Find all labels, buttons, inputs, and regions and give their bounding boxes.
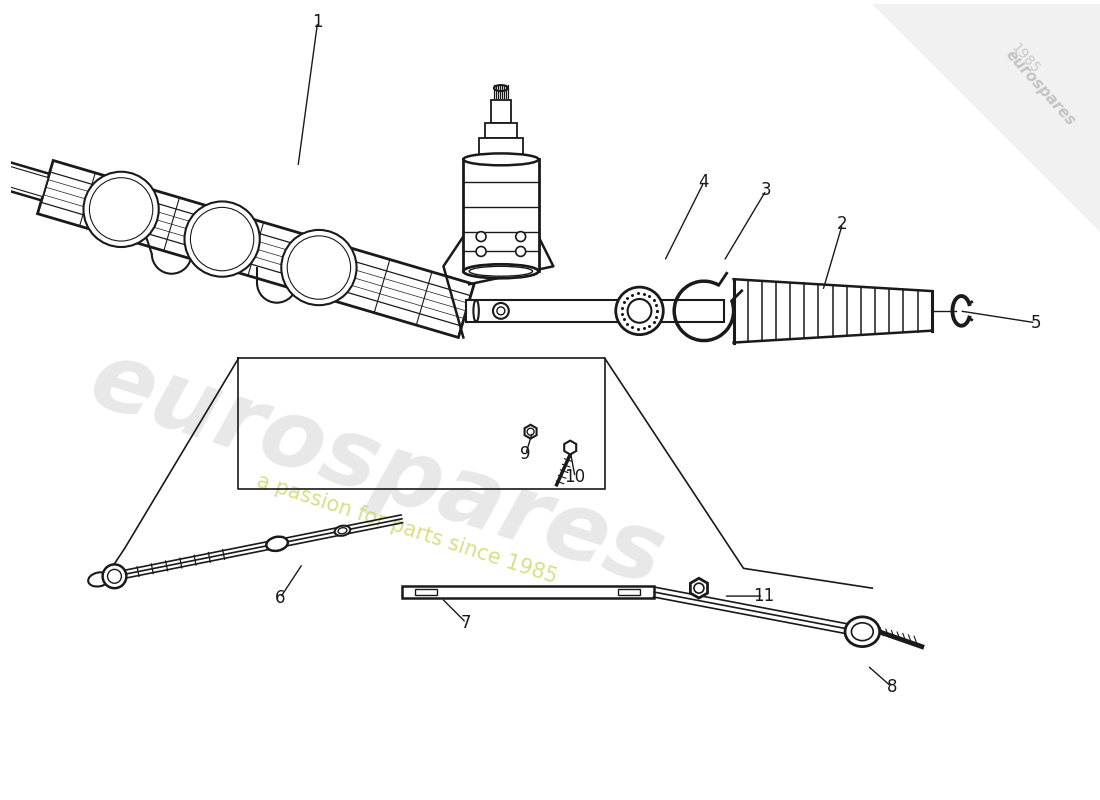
- Circle shape: [282, 230, 356, 305]
- Bar: [485, 122, 517, 138]
- Ellipse shape: [473, 300, 478, 322]
- Polygon shape: [525, 425, 537, 438]
- Circle shape: [108, 570, 121, 583]
- Polygon shape: [402, 586, 654, 598]
- Circle shape: [616, 287, 663, 334]
- Text: 7: 7: [461, 614, 472, 632]
- Circle shape: [527, 428, 535, 435]
- Ellipse shape: [497, 307, 505, 315]
- Polygon shape: [0, 156, 50, 200]
- Bar: [463, 159, 539, 271]
- Text: 6: 6: [275, 589, 285, 607]
- Text: 3: 3: [761, 181, 771, 199]
- Bar: [415, 589, 437, 595]
- Text: 5: 5: [1031, 314, 1041, 332]
- Text: 2: 2: [837, 214, 848, 233]
- Polygon shape: [37, 161, 474, 338]
- Polygon shape: [872, 4, 1100, 232]
- Text: 1: 1: [312, 13, 323, 30]
- Circle shape: [190, 207, 254, 270]
- Circle shape: [516, 232, 526, 242]
- Circle shape: [102, 565, 126, 588]
- Circle shape: [89, 178, 153, 241]
- Text: 1985: 1985: [1009, 41, 1043, 76]
- Circle shape: [476, 246, 486, 257]
- Circle shape: [516, 246, 526, 257]
- Ellipse shape: [338, 528, 346, 534]
- Circle shape: [694, 583, 704, 593]
- Ellipse shape: [266, 537, 288, 551]
- Ellipse shape: [493, 303, 509, 318]
- Polygon shape: [564, 441, 576, 454]
- Circle shape: [628, 299, 651, 322]
- Text: 11: 11: [752, 587, 774, 605]
- Bar: [491, 100, 510, 122]
- Polygon shape: [466, 300, 724, 322]
- Circle shape: [185, 202, 260, 277]
- Circle shape: [287, 236, 351, 299]
- Ellipse shape: [470, 266, 532, 276]
- Text: eurospares: eurospares: [1003, 47, 1078, 129]
- Text: eurospares: eurospares: [79, 334, 675, 606]
- Polygon shape: [0, 159, 48, 197]
- Text: 4: 4: [698, 173, 710, 191]
- Polygon shape: [691, 578, 707, 598]
- Bar: [480, 138, 522, 158]
- Circle shape: [84, 172, 158, 247]
- Ellipse shape: [88, 572, 110, 586]
- Text: 8: 8: [887, 678, 898, 696]
- Circle shape: [476, 232, 486, 242]
- Text: 9: 9: [520, 446, 531, 463]
- Ellipse shape: [845, 617, 880, 646]
- Text: 10: 10: [564, 468, 585, 486]
- Text: a passion for parts since 1985: a passion for parts since 1985: [254, 470, 560, 587]
- Ellipse shape: [334, 526, 350, 536]
- Ellipse shape: [463, 154, 539, 166]
- Ellipse shape: [494, 85, 508, 91]
- Bar: [618, 589, 639, 595]
- Ellipse shape: [463, 264, 539, 278]
- Ellipse shape: [851, 623, 873, 641]
